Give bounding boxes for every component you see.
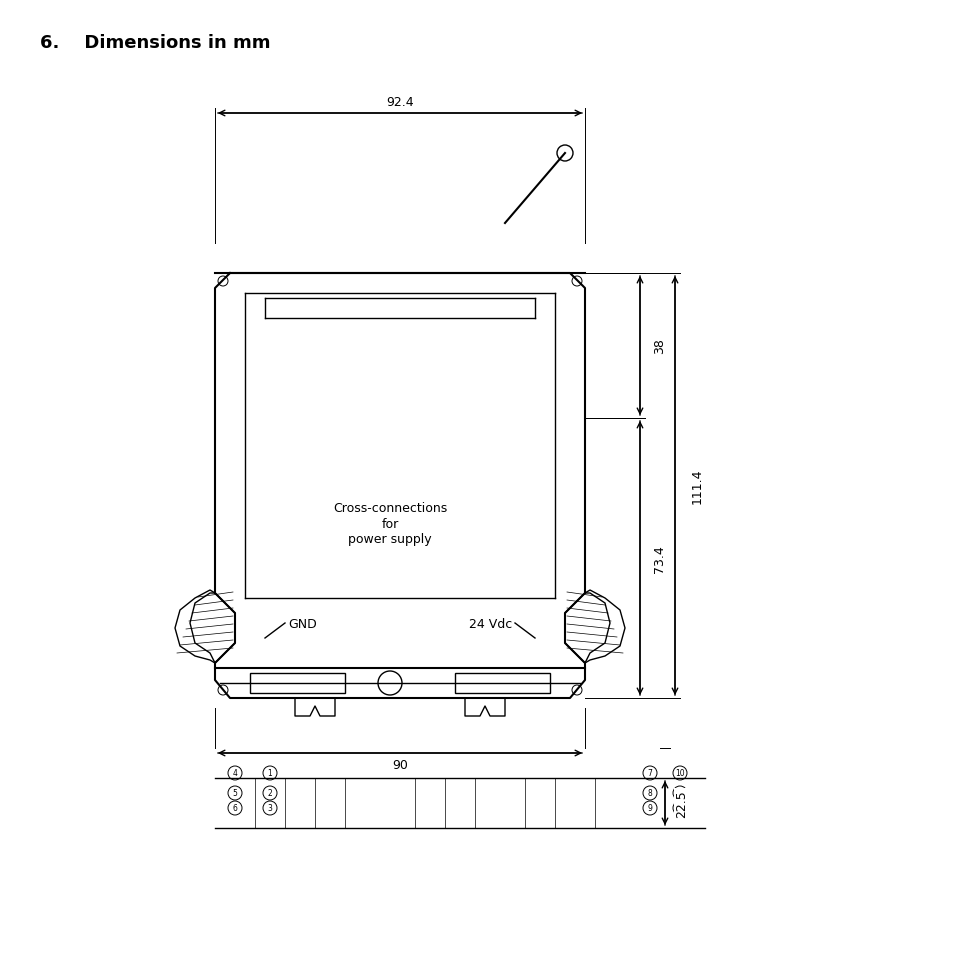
Text: 6: 6 xyxy=(233,803,237,813)
Text: 2: 2 xyxy=(268,789,273,798)
Text: 38: 38 xyxy=(653,338,666,355)
Text: 90: 90 xyxy=(392,759,408,772)
Text: 24 Vdc: 24 Vdc xyxy=(468,617,512,630)
Text: 73.4: 73.4 xyxy=(653,544,666,572)
Text: 9: 9 xyxy=(647,803,652,813)
Text: 5: 5 xyxy=(233,789,237,798)
Bar xyxy=(455,673,550,693)
Text: 3: 3 xyxy=(267,803,273,813)
Text: GND: GND xyxy=(288,617,316,630)
Text: 11: 11 xyxy=(675,789,684,798)
Polygon shape xyxy=(464,699,504,717)
Text: 7: 7 xyxy=(647,769,652,778)
Text: 12: 12 xyxy=(675,803,684,813)
Text: 10: 10 xyxy=(675,769,684,778)
Polygon shape xyxy=(294,699,335,717)
Text: Cross-connections
for
power supply: Cross-connections for power supply xyxy=(333,502,447,545)
Text: 6.    Dimensions in mm: 6. Dimensions in mm xyxy=(40,34,271,52)
Text: 8: 8 xyxy=(647,789,652,798)
Text: 22.5: 22.5 xyxy=(675,789,688,817)
Bar xyxy=(250,673,345,693)
Text: 111.4: 111.4 xyxy=(690,468,702,504)
Text: 1: 1 xyxy=(268,769,273,778)
Text: 4: 4 xyxy=(233,769,237,778)
Text: 92.4: 92.4 xyxy=(386,95,414,109)
